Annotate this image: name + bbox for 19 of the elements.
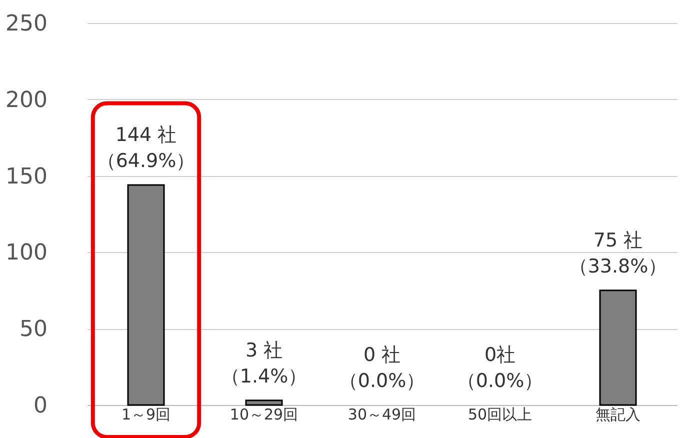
bar [245,400,283,406]
y-tick-label: 150 [6,164,48,190]
y-tick-label: 200 [6,88,48,113]
x-tick-label: 10～29回 [230,406,298,424]
y-tick-label: 250 [6,12,48,36]
bar [599,290,637,406]
data-label: 75 社（33.8%） [568,229,668,278]
y-tick-label: 50 [20,317,48,342]
data-label: 0社（0.0%） [456,344,544,392]
x-tick-label: 50回以上 [468,406,532,424]
bar [127,184,165,406]
y-tick-label: 100 [6,240,48,266]
data-label: 0 社（0.0%） [338,344,426,392]
x-tick-label: 無記入 [596,406,640,424]
x-tick-label: 1～9回 [121,406,171,424]
x-tick-label: 30～49回 [348,406,416,424]
data-label: 144 社（64.9%） [96,124,196,172]
data-label: 3 社（1.4%） [220,339,308,388]
y-tick-label: 0 [34,394,48,418]
